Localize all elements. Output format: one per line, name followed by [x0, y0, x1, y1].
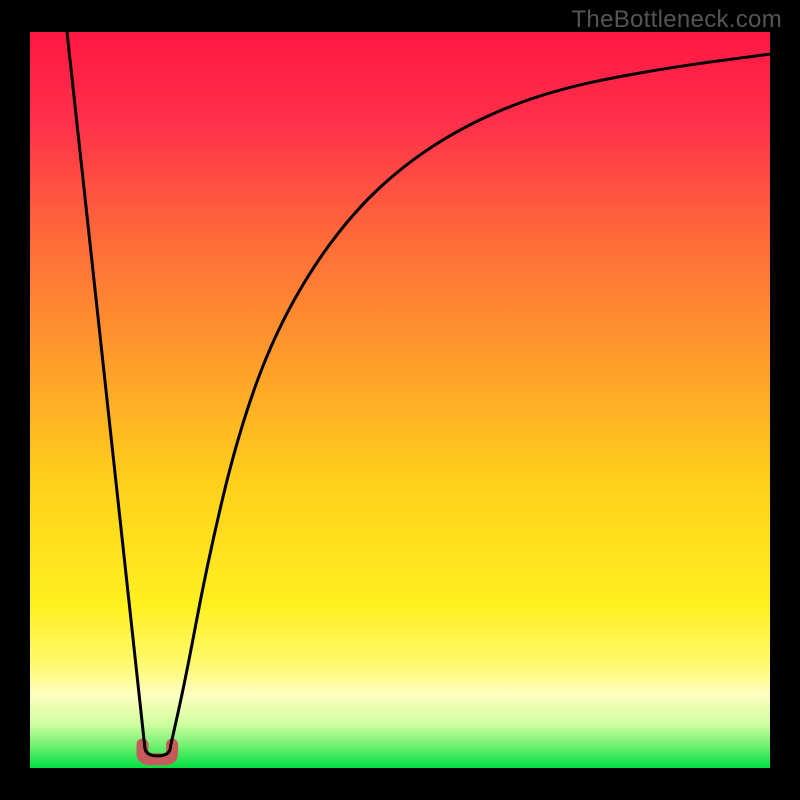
chart-container: TheBottleneck.com [0, 0, 800, 800]
watermark-text: TheBottleneck.com [571, 6, 782, 34]
chart-background [30, 32, 770, 768]
bottleneck-chart [0, 0, 800, 800]
